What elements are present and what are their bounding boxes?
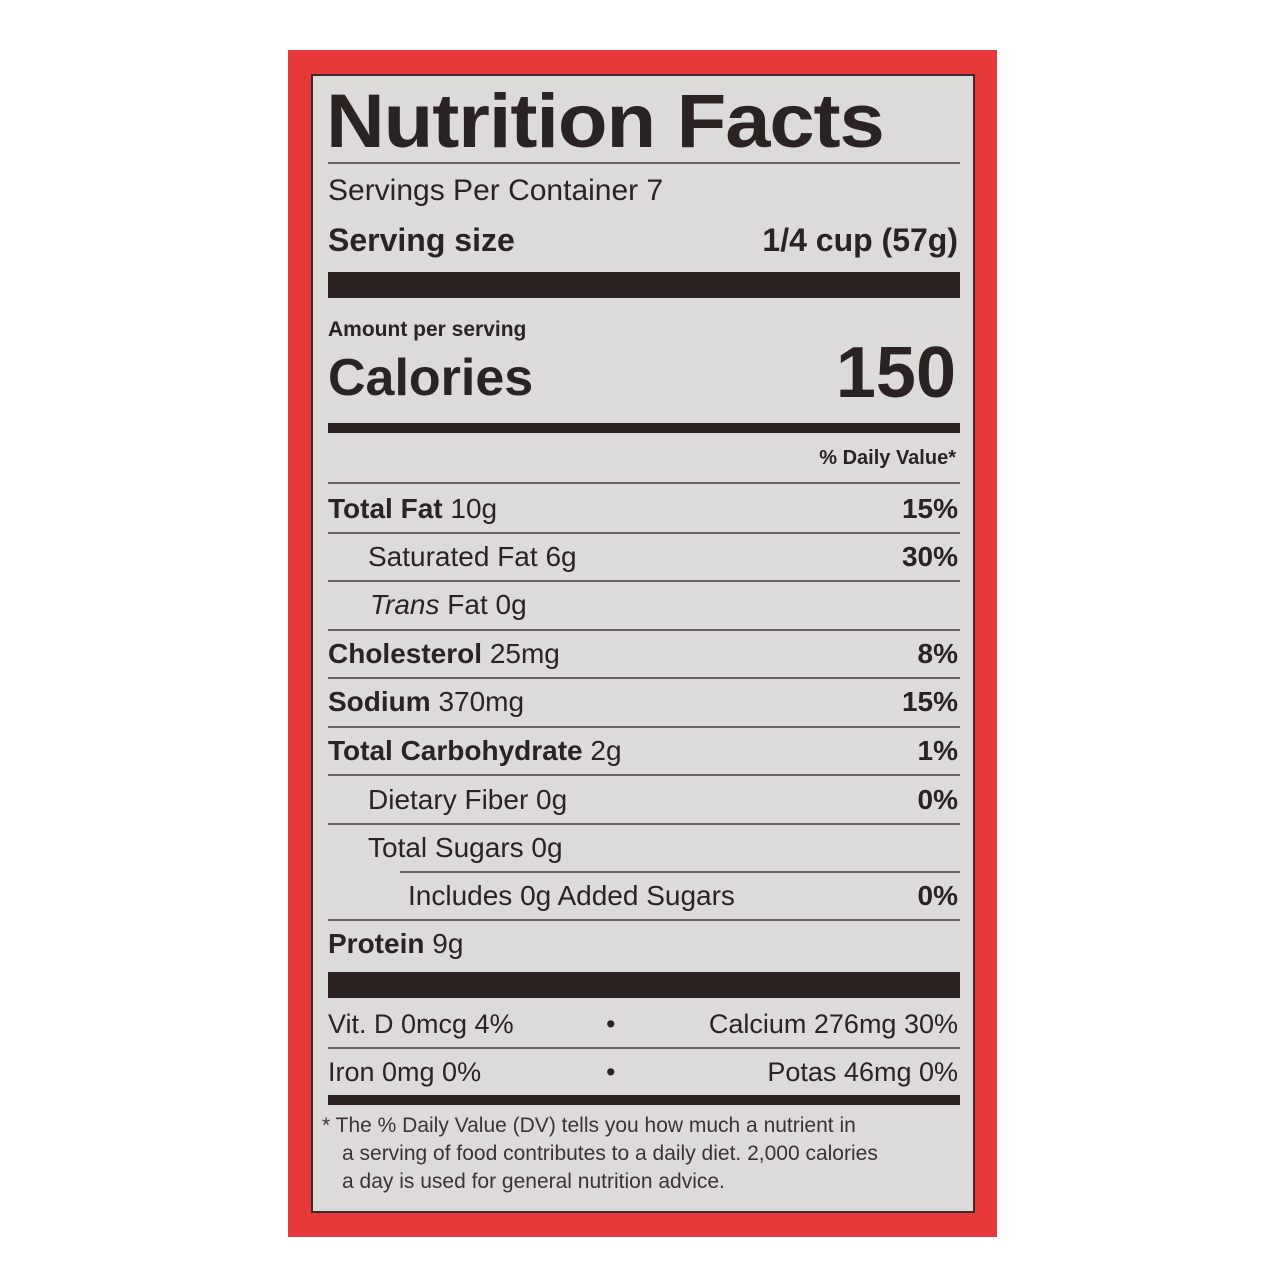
nutrient-name: Total Sugars [368,832,524,863]
nutrient-dv: 15% [901,493,958,524]
nutrient-row-total-fat: Total Fat 10g 15% [328,489,958,529]
calories-value: 150 [835,333,956,413]
amount-per-serving: Amount per serving [328,318,527,341]
nutrient-row-total-carbohydrate: Total Carbohydrate 2g 1% [328,731,958,771]
nutrient-row-saturated-fat: Saturated Fat 6g 30% [328,537,958,577]
nutrient-amount: 10g [450,493,498,524]
nutrient-name: Protein [328,928,425,959]
serving-size-row: Serving size 1/4 cup (57g) [328,220,958,260]
vitamin-d: Vit. D 0mcg 4% [328,1009,514,1039]
divider [328,580,960,582]
nutrient-amount: 370mg [438,686,525,717]
potassium: Potas 46mg 0% [767,1057,958,1087]
bullet-separator: • [606,1009,616,1039]
nutrient-amount: 0g [531,832,563,863]
nutrient-amount: 25mg [489,638,560,669]
nutrient-name: Includes 0g Added Sugars [408,880,735,911]
nutrient-amount: 9g [432,928,464,959]
divider [328,677,960,679]
nutrient-name-suffix: Fat [447,589,488,620]
nutrient-dv: 0% [917,784,958,815]
divider [328,532,960,534]
divider [328,629,960,631]
divider [400,871,960,873]
nutrient-dv: 30% [901,541,958,572]
footnote-line: * The % Daily Value (DV) tells you how m… [322,1114,856,1137]
divider [328,919,960,921]
nutrient-amount: 0g [536,784,568,815]
nutrient-row-cholesterol: Cholesterol 25mg 8% [328,634,958,674]
micronutrient-row: Iron 0mg 0% • Potas 46mg 0% [328,1052,958,1092]
nutrient-name: Cholesterol [328,638,483,669]
nutrient-name: Trans [370,589,440,620]
nutrient-amount: 2g [590,735,622,766]
thick-divider [328,272,960,298]
nutrient-row-added-sugars: Includes 0g Added Sugars 0% [328,876,958,916]
footnote: * The % Daily Value (DV) tells you how m… [322,1112,962,1196]
nutrient-row-total-sugars: Total Sugars 0g [328,828,958,868]
bullet-separator: • [606,1057,616,1087]
divider [328,162,960,164]
iron: Iron 0mg 0% [328,1057,482,1087]
micronutrient-row: Vit. D 0mcg 4% • Calcium 276mg 30% [328,1004,958,1044]
nutrient-name: Saturated Fat [368,541,538,572]
nutrient-amount: 6g [545,541,577,572]
divider [328,823,960,825]
serving-size-value: 1/4 cup (57g) [762,222,958,258]
nutrient-row-trans-fat: Trans Fat 0g [328,585,958,625]
thick-divider [328,972,960,998]
servings-per-container: Servings Per Container 7 [328,174,664,207]
nutrition-label-panel [311,74,975,1213]
divider [328,726,960,728]
nutrient-name: Sodium [328,686,431,717]
daily-value-header: % Daily Value* [819,447,956,469]
calcium: Calcium 276mg 30% [708,1009,958,1039]
calories-label: Calories [328,349,534,407]
medium-divider [328,1095,960,1105]
divider [328,774,960,776]
nutrient-name: Total Carbohydrate [328,735,583,766]
nutrient-dv: 8% [917,638,958,669]
footnote-line: a serving of food contributes to a daily… [342,1142,878,1165]
divider [328,1047,960,1049]
nutrient-name: Dietary Fiber [368,784,529,815]
nutrient-row-sodium: Sodium 370mg 15% [328,682,958,722]
medium-divider [328,423,960,433]
nutrient-amount: 0g [495,589,527,620]
nutrient-dv: 0% [917,880,958,911]
nutrient-row-protein: Protein 9g [328,924,958,964]
label-title: Nutrition Facts [326,79,885,164]
divider [328,482,960,484]
nutrient-row-dietary-fiber: Dietary Fiber 0g 0% [328,780,958,820]
nutrient-name: Total Fat [328,493,443,524]
footnote-line: a day is used for general nutrition advi… [342,1170,725,1193]
serving-size-label: Serving size [328,222,515,258]
nutrient-dv: 15% [901,686,958,717]
nutrient-dv: 1% [917,735,958,766]
